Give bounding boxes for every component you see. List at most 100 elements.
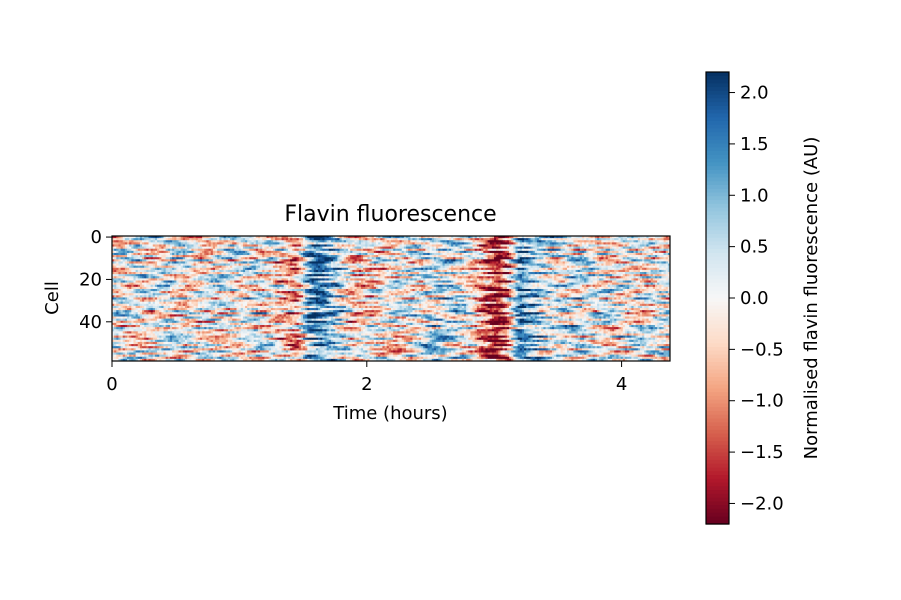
- heatmap-cell: [594, 236, 598, 239]
- heatmap-cell: [528, 255, 531, 258]
- heatmap-cell: [127, 261, 130, 264]
- heatmap-cell: [275, 238, 278, 241]
- heatmap-cell: [584, 259, 587, 262]
- heatmap-cell: [633, 261, 637, 264]
- heatmap-cell: [142, 259, 145, 262]
- heatmap-cell: [631, 238, 634, 241]
- heatmap-cell: [178, 267, 182, 271]
- heatmap-cell: [485, 267, 488, 271]
- heatmap-cell: [491, 259, 495, 262]
- heatmap-cell: [223, 259, 227, 262]
- heatmap-cell: [584, 261, 587, 264]
- heatmap-cell: [180, 272, 184, 275]
- heatmap-cell: [240, 244, 244, 247]
- heatmap-cell: [451, 265, 454, 269]
- heatmap-cell: [180, 242, 184, 245]
- heatmap-cell: [208, 272, 212, 275]
- heatmap-cell: [255, 272, 259, 275]
- heatmap-cell: [305, 238, 308, 241]
- heatmap-cell: [206, 255, 209, 258]
- heatmap-cell: [605, 274, 609, 277]
- heatmap-cell: [494, 236, 497, 239]
- heatmap-cell: [609, 240, 613, 243]
- heatmap-cell: [541, 263, 544, 267]
- heatmap-cell: [549, 252, 553, 256]
- heatmap-cell: [633, 257, 637, 260]
- heatmap-cell: [521, 238, 525, 241]
- heatmap-cell: [352, 267, 355, 271]
- heatmap-cell: [268, 269, 272, 273]
- heatmap-cell: [303, 267, 306, 271]
- heatmap-cell: [253, 248, 257, 252]
- heatmap-cell: [279, 272, 282, 275]
- heatmap-cell: [333, 252, 336, 256]
- heatmap-cell: [232, 252, 235, 256]
- heatmap-cell: [236, 248, 239, 252]
- heatmap-cell: [605, 267, 609, 271]
- heatmap-cell: [399, 240, 403, 243]
- heatmap-cell: [240, 250, 244, 254]
- heatmap-cell: [187, 274, 190, 277]
- heatmap-cell: [401, 244, 405, 247]
- heatmap-cell: [322, 269, 325, 273]
- heatmap-cell: [118, 250, 121, 254]
- heatmap-cell: [509, 255, 512, 258]
- heatmap-cell: [474, 255, 478, 258]
- heatmap-cell: [150, 246, 154, 250]
- heatmap-cell: [515, 257, 518, 260]
- heatmap-cell: [264, 242, 267, 245]
- heatmap-cell: [509, 250, 512, 254]
- heatmap-cell: [161, 263, 164, 267]
- heatmap-cell: [603, 242, 606, 245]
- heatmap-cell: [127, 272, 130, 275]
- heatmap-cell: [463, 267, 467, 271]
- heatmap-cell: [500, 242, 503, 245]
- heatmap-cell: [221, 272, 224, 275]
- heatmap-cell: [483, 248, 486, 252]
- heatmap-cell: [298, 265, 302, 269]
- heatmap-cell: [545, 272, 549, 275]
- heatmap-cell: [584, 274, 587, 277]
- heatmap-cell: [622, 236, 626, 239]
- heatmap-cell: [453, 259, 456, 262]
- heatmap-cell: [564, 244, 568, 247]
- heatmap-cell: [558, 255, 561, 258]
- heatmap-cell: [204, 272, 207, 275]
- heatmap-cell: [513, 240, 516, 243]
- heatmap-cell: [594, 257, 598, 260]
- heatmap-cell: [253, 238, 257, 241]
- heatmap-cell: [315, 236, 319, 239]
- heatmap-cell: [545, 250, 549, 254]
- heatmap-cell: [504, 246, 508, 250]
- heatmap-cell: [416, 236, 420, 239]
- heatmap-cell: [637, 257, 641, 260]
- heatmap-cell: [363, 269, 366, 273]
- heatmap-cell: [444, 246, 448, 250]
- heatmap-cell: [539, 259, 542, 262]
- heatmap-cell: [178, 263, 182, 267]
- heatmap-cell: [219, 261, 222, 264]
- heatmap-cell: [575, 236, 579, 239]
- heatmap-cell: [431, 242, 435, 245]
- heatmap-cell: [667, 244, 671, 247]
- heatmap-cell: [139, 259, 143, 262]
- heatmap-cell: [459, 274, 463, 277]
- heatmap-cell: [584, 265, 587, 269]
- heatmap-cell: [163, 269, 167, 273]
- heatmap-cell: [313, 240, 317, 243]
- heatmap-cell: [433, 259, 437, 262]
- heatmap-cell: [592, 269, 596, 273]
- heatmap-cell: [206, 248, 209, 252]
- heatmap-cell: [566, 240, 570, 243]
- heatmap-cell: [584, 236, 587, 239]
- heatmap-cell: [618, 269, 621, 273]
- heatmap-cell: [397, 238, 400, 241]
- heatmap-cell: [221, 246, 224, 250]
- heatmap-cell: [189, 263, 192, 267]
- heatmap-cell: [333, 238, 336, 241]
- heatmap-cell: [423, 267, 426, 271]
- heatmap-cell: [232, 274, 235, 277]
- heatmap-cell: [298, 269, 302, 273]
- heatmap-cell: [500, 248, 503, 252]
- heatmap-cell: [423, 261, 426, 264]
